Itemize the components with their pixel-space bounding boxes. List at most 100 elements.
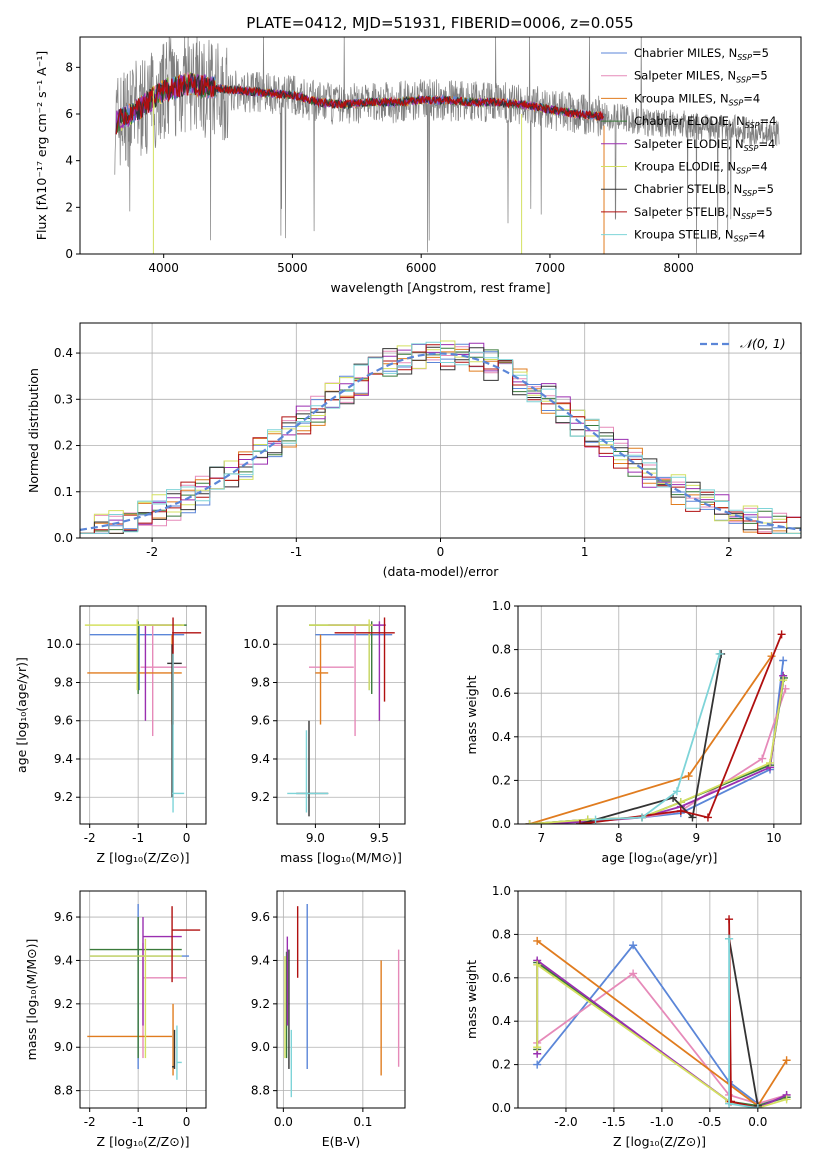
y-tick-label: 10.0 bbox=[46, 637, 73, 651]
y-axis-label: age [log₁₀(age/yr)] bbox=[14, 657, 29, 773]
weight-point bbox=[533, 936, 542, 945]
x-tick-label: 0 bbox=[437, 545, 445, 559]
weight-point bbox=[525, 820, 534, 824]
axes-frame bbox=[276, 890, 406, 1109]
y-tick-label: 9.6 bbox=[251, 714, 270, 728]
legend-label: Chabrier MILES, NSSP=5 bbox=[634, 46, 769, 62]
y-axis-label: mass [log₁₀(M/M⊙)] bbox=[24, 939, 39, 1061]
x-tick-label: 0 bbox=[183, 831, 191, 845]
x-tick-label: -2 bbox=[84, 1115, 96, 1129]
weight-point bbox=[725, 934, 734, 943]
y-axis-label: mass weight bbox=[464, 675, 479, 754]
weight-line-5 bbox=[529, 679, 785, 824]
y-tick-label: 0.4 bbox=[54, 346, 73, 360]
y-tick-label: 0.4 bbox=[492, 1014, 511, 1028]
y-tick-label: 9.6 bbox=[54, 910, 73, 924]
model-spectrum-7 bbox=[115, 74, 604, 135]
weight-point bbox=[725, 1099, 734, 1108]
y-tick-label: 9.2 bbox=[251, 997, 270, 1011]
y-tick-label: 9.0 bbox=[251, 1040, 270, 1054]
axes-frame bbox=[79, 36, 802, 255]
x-tick-label: -0.5 bbox=[698, 1115, 721, 1129]
x-tick-label: 8000 bbox=[663, 261, 694, 275]
x-tick-label: 0.1 bbox=[353, 1115, 372, 1129]
weight-point bbox=[782, 1056, 791, 1065]
y-tick-label: 9.8 bbox=[251, 675, 270, 689]
weight-line-8 bbox=[595, 653, 721, 821]
y-tick-label: 0.3 bbox=[54, 392, 73, 406]
weight-point bbox=[753, 1104, 762, 1108]
x-tick-label: 9.5 bbox=[370, 831, 389, 845]
x-tick-label: 4000 bbox=[148, 261, 179, 275]
observed-spectrum bbox=[114, 37, 780, 254]
y-tick-label: 9.6 bbox=[251, 910, 270, 924]
residual-panel: -2 -1 0 1 2 0.0 0.1 0.2 0.3 0.4 (data-model)/error… bbox=[26, 322, 802, 579]
legend-label: 𝒩(0, 1) bbox=[740, 336, 786, 351]
weight-point bbox=[779, 656, 788, 665]
plot-area bbox=[84, 617, 202, 813]
x-tick-label: -1 bbox=[132, 831, 144, 845]
y-tick-label: 9.8 bbox=[54, 675, 73, 689]
z-age-panel: -2 -1 0 9.2 9.4 9.6 9.8 10.0 Z [log₁₀(Z/Z⊙)] age … bbox=[14, 605, 207, 865]
x-tick-label: -2.0 bbox=[554, 1115, 577, 1129]
weight-point bbox=[725, 915, 734, 924]
y-tick-label: 4 bbox=[65, 154, 73, 168]
x-tick-label: -2 bbox=[84, 831, 96, 845]
axes-frame bbox=[276, 605, 406, 825]
x-tick-label: 10 bbox=[766, 831, 781, 845]
x-axis-label: E(B-V) bbox=[322, 1134, 361, 1149]
x-tick-label: 8 bbox=[615, 831, 623, 845]
x-axis-label: Z [log₁₀(Z/Z⊙)] bbox=[97, 850, 190, 865]
x-tick-label: 7000 bbox=[535, 261, 566, 275]
plot-area bbox=[287, 617, 395, 817]
axes-frame bbox=[79, 605, 207, 825]
y-tick-label: 0.0 bbox=[492, 1101, 511, 1115]
weight-point bbox=[782, 1095, 791, 1104]
y-tick-label: 9.4 bbox=[54, 953, 73, 967]
weight-point bbox=[629, 969, 638, 978]
weight-point bbox=[576, 820, 585, 824]
x-axis-label: Z [log₁₀(Z/Z⊙)] bbox=[613, 1134, 706, 1149]
weight-point bbox=[684, 772, 693, 781]
weight-point bbox=[676, 806, 685, 815]
weight-point bbox=[779, 676, 788, 685]
y-tick-label: 0.0 bbox=[54, 531, 73, 545]
figure-title: PLATE=0412, MJD=51931, FIBERID=0006, z=0… bbox=[246, 14, 633, 32]
plot-area bbox=[114, 37, 780, 254]
age-weight-panel: 7 8 9 10 0.0 0.2 0.4 0.6 0.8 1.0 age [log₁₀(age/yr… bbox=[464, 599, 802, 865]
y-tick-label: 9.2 bbox=[54, 790, 73, 804]
y-tick-label: 0.2 bbox=[54, 439, 73, 453]
legend-label: Chabrier STELIB, NSSP=5 bbox=[634, 182, 774, 198]
weight-line-1 bbox=[529, 688, 787, 824]
y-tick-label: 1.0 bbox=[492, 884, 511, 898]
weight-point bbox=[591, 815, 600, 824]
y-tick-label: 8 bbox=[65, 60, 73, 74]
x-axis-label: age [log₁₀(age/yr)] bbox=[602, 850, 718, 865]
y-tick-label: 9.4 bbox=[251, 752, 270, 766]
weight-line-0 bbox=[529, 660, 785, 824]
normal-curve bbox=[80, 352, 801, 531]
y-tick-label: 0.4 bbox=[492, 730, 511, 744]
plot-area bbox=[80, 340, 801, 534]
x-tick-label: -1 bbox=[132, 1115, 144, 1129]
y-tick-label: 0.8 bbox=[492, 927, 511, 941]
weight-point bbox=[688, 813, 697, 822]
x-tick-label: 0 bbox=[183, 1115, 191, 1129]
weight-line-7 bbox=[579, 633, 783, 824]
legend-label: Kroupa MILES, NSSP=4 bbox=[634, 91, 760, 107]
weight-point bbox=[703, 813, 712, 822]
y-axis-label: Flux [fλ10⁻¹⁷ erg cm⁻² s⁻¹ A⁻¹] bbox=[34, 51, 49, 240]
axes-frame bbox=[79, 322, 802, 539]
plot-area bbox=[525, 630, 790, 824]
plot-area bbox=[87, 904, 201, 1080]
y-tick-label: 9.6 bbox=[54, 714, 73, 728]
y-tick-label: 8.8 bbox=[54, 1084, 73, 1098]
x-tick-label: 9.0 bbox=[306, 831, 325, 845]
x-tick-label: 0.0 bbox=[748, 1115, 767, 1129]
weight-point bbox=[672, 787, 681, 796]
x-tick-label: 9 bbox=[693, 831, 701, 845]
legend-label: Salpeter ELODIE, NSSP=4 bbox=[634, 137, 775, 153]
weight-point bbox=[629, 941, 638, 950]
weight-point bbox=[638, 813, 647, 822]
